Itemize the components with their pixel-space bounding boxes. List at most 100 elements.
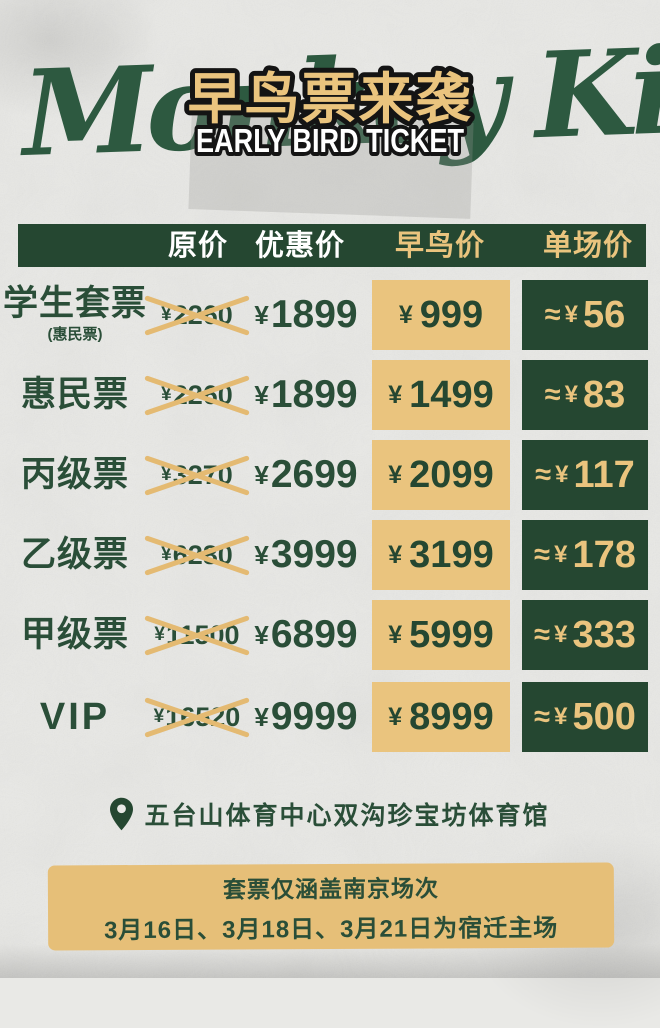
per-game-price-box: ≈ ¥117 xyxy=(522,440,648,510)
venue-text: 五台山体育中心双沟珍宝坊体育馆 xyxy=(144,802,550,830)
ticket-name: 惠民票 xyxy=(0,360,150,430)
discount-price: ¥2699 xyxy=(250,440,362,510)
approx-symbol: ≈ xyxy=(534,538,551,571)
original-price: ¥3270 xyxy=(146,440,248,510)
header-original-price: 原价 xyxy=(167,230,228,262)
per-game-price-box: ≈ ¥500 xyxy=(522,682,648,752)
ticket-name: 乙级票 xyxy=(0,520,150,590)
per-game-price-value: 117 xyxy=(573,453,635,496)
currency-symbol: ¥ xyxy=(254,379,269,410)
currency-symbol: ¥ xyxy=(388,540,403,569)
discount-price-value: 1899 xyxy=(270,293,358,336)
per-game-price-value: 178 xyxy=(572,533,636,576)
discount-price: ¥1899 xyxy=(250,360,362,430)
discount-price-value: 6899 xyxy=(270,613,358,656)
ticket-name-text: 学生套票 xyxy=(2,283,147,323)
strikethrough-x xyxy=(142,600,252,670)
table-row: 乙级票 ¥6280 ¥3999 ¥3199 ≈ ¥178 xyxy=(0,520,660,590)
table-row: 惠民票 ¥2260 ¥1899 ¥1499 ≈ ¥83 xyxy=(0,360,660,430)
early-bird-price-box: ¥999 xyxy=(372,280,510,350)
currency-symbol: ¥ xyxy=(564,301,578,328)
table-row: VIP ¥16520 ¥9999 ¥8999 ≈ ¥500 xyxy=(0,682,660,752)
location-pin-icon xyxy=(110,797,134,831)
notice-line-2: 3月16日、3月18日、3月21日为宿迁主场 xyxy=(103,914,559,944)
ticket-name: 学生套票 (惠民票) xyxy=(0,280,150,350)
early-bird-price-box: ¥5999 xyxy=(372,600,510,670)
original-price: ¥6280 xyxy=(146,520,248,590)
discount-price-value: 3999 xyxy=(270,533,358,576)
per-game-price-value: 500 xyxy=(572,695,636,738)
per-game-price-value: 333 xyxy=(572,613,636,656)
currency-symbol: ¥ xyxy=(254,701,269,732)
venue-row: 五台山体育中心双沟珍宝坊体育馆 xyxy=(0,794,660,834)
ticket-name-text: 丙级票 xyxy=(20,455,129,495)
table-row: 丙级票 ¥3270 ¥2699 ¥2099 ≈ ¥117 xyxy=(0,440,660,510)
discount-price: ¥9999 xyxy=(250,682,362,752)
currency-symbol: ¥ xyxy=(254,299,269,330)
original-price: ¥2260 xyxy=(146,360,248,430)
currency-symbol: ¥ xyxy=(388,702,403,731)
discount-price-value: 2699 xyxy=(270,453,358,496)
strikethrough-x xyxy=(142,520,252,590)
early-bird-price-value: 5999 xyxy=(409,613,494,656)
early-bird-price-box: ¥1499 xyxy=(372,360,510,430)
per-game-price-value: 56 xyxy=(583,293,626,336)
table-row: 甲级票 ¥11500 ¥6899 ¥5999 ≈ ¥333 xyxy=(0,600,660,670)
early-bird-price-box: ¥2099 xyxy=(372,440,510,510)
early-bird-price-box: ¥3199 xyxy=(372,520,510,590)
strikethrough-x xyxy=(142,280,252,350)
currency-symbol: ¥ xyxy=(554,541,568,568)
original-price: ¥16520 xyxy=(146,682,248,752)
discount-price-value: 1899 xyxy=(270,373,358,416)
header-per-game-price: 单场价 xyxy=(542,230,633,262)
discount-price: ¥1899 xyxy=(250,280,362,350)
currency-symbol: ¥ xyxy=(555,461,569,488)
early-bird-price-value: 999 xyxy=(419,293,484,336)
header-early-bird-price: 早鸟价 xyxy=(394,230,485,262)
header-discount-price: 优惠价 xyxy=(254,230,345,262)
table-header-bar: 原价 优惠价 早鸟价 单场价 xyxy=(18,224,646,267)
title-block: 早鸟票来袭 EARLY BIRD TICKET xyxy=(182,63,475,163)
early-bird-price-value: 2099 xyxy=(409,453,494,496)
strikethrough-x xyxy=(142,682,252,752)
discount-price: ¥3999 xyxy=(250,520,362,590)
early-bird-price-value: 1499 xyxy=(409,373,494,416)
approx-symbol: ≈ xyxy=(535,458,552,491)
currency-symbol: ¥ xyxy=(554,621,568,648)
ticket-name-text: 惠民票 xyxy=(20,375,129,415)
table-row: 学生套票 (惠民票) ¥2260 ¥1899 ¥999 ≈ ¥56 xyxy=(0,280,660,350)
currency-symbol: ¥ xyxy=(254,619,269,650)
title-sub: EARLY BIRD TICKET xyxy=(196,122,464,159)
ticket-name: 甲级票 xyxy=(0,600,150,670)
ticket-name-text: VIP xyxy=(39,695,111,738)
early-bird-price-box: ¥8999 xyxy=(372,682,510,752)
currency-symbol: ¥ xyxy=(388,620,403,649)
approx-symbol: ≈ xyxy=(544,378,561,411)
discount-price: ¥6899 xyxy=(250,600,362,670)
per-game-price-box: ≈ ¥333 xyxy=(522,600,648,670)
per-game-price-box: ≈ ¥178 xyxy=(522,520,648,590)
ticket-name-text: 乙级票 xyxy=(20,535,129,575)
approx-symbol: ≈ xyxy=(534,618,551,651)
original-price: ¥2260 xyxy=(146,280,248,350)
currency-symbol: ¥ xyxy=(398,300,413,329)
ticket-name: VIP xyxy=(0,682,150,752)
currency-symbol: ¥ xyxy=(254,539,269,570)
per-game-price-box: ≈ ¥83 xyxy=(522,360,648,430)
currency-symbol: ¥ xyxy=(564,381,578,408)
early-bird-price-value: 8999 xyxy=(409,695,494,738)
ticket-subname-text: (惠民票) xyxy=(47,326,103,344)
ticket-name: 丙级票 xyxy=(0,440,150,510)
discount-price-value: 9999 xyxy=(270,695,358,738)
ticket-name-text: 甲级票 xyxy=(20,615,129,655)
currency-symbol: ¥ xyxy=(254,459,269,490)
per-game-price-box: ≈ ¥56 xyxy=(522,280,648,350)
approx-symbol: ≈ xyxy=(544,298,561,331)
notice-box: 套票仅涵盖南京场次 3月16日、3月18日、3月21日为宿迁主场 xyxy=(47,862,615,951)
currency-symbol: ¥ xyxy=(388,460,403,489)
strikethrough-x xyxy=(142,360,252,430)
title-main: 早鸟票来袭 xyxy=(187,68,472,130)
approx-symbol: ≈ xyxy=(534,700,551,733)
original-price: ¥11500 xyxy=(146,600,248,670)
currency-symbol: ¥ xyxy=(554,703,568,730)
